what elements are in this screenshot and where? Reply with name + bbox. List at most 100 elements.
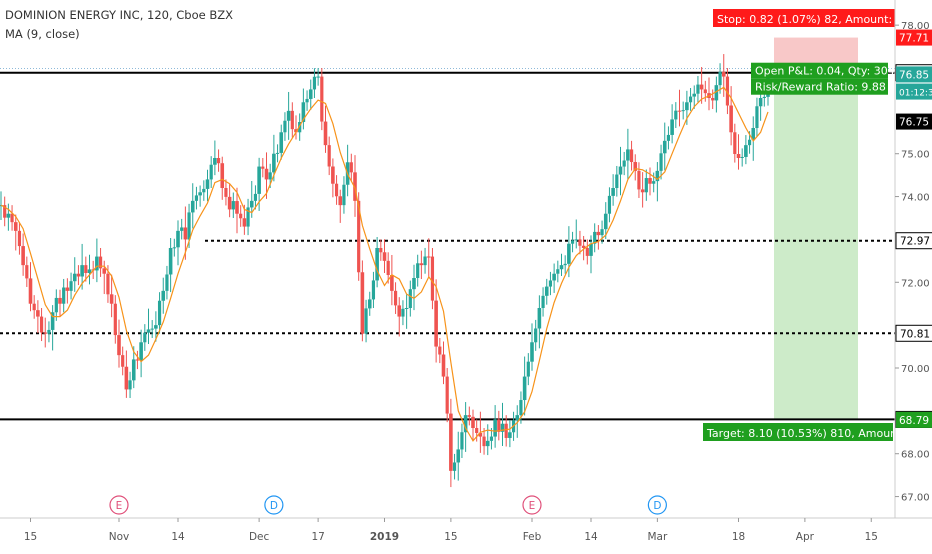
candle [301,88,306,130]
candle [633,154,638,181]
candle [581,235,586,261]
candle [146,308,151,345]
candle [475,419,479,442]
candle [729,86,733,146]
candle [541,287,545,317]
candle [489,427,494,450]
candle [239,205,243,227]
candle [47,321,51,343]
axis-label: 68.79 [896,411,932,428]
x-tick-label: 2019 [370,531,399,543]
candle [190,183,195,229]
candle [161,277,166,314]
candle [655,162,660,202]
candle [452,453,457,480]
candle [408,280,412,317]
candle [456,431,461,481]
candle [65,278,70,304]
x-tick-label: Nov [109,531,130,543]
candle [216,149,221,172]
svg-text:01:12:34: 01:12:34 [899,89,932,99]
candle [32,295,36,319]
candle [323,105,328,153]
candle [135,350,140,370]
candle [62,278,66,313]
candle [666,126,671,150]
candle [548,271,553,296]
svg-text:70.81: 70.81 [900,328,930,340]
target-zone [774,72,858,420]
candle [209,156,213,188]
candle [397,297,402,337]
candle [275,144,280,163]
candle [379,239,383,261]
x-tick-label: 15 [865,531,878,543]
x-tick-label: 15 [24,531,37,543]
candle [718,63,722,94]
candle [434,279,438,363]
candle [662,122,667,171]
candle [54,289,58,321]
svg-text:Risk/Reward Ratio: 9.88: Risk/Reward Ratio: 9.88 [755,81,886,94]
candle [25,256,29,287]
candle [205,169,210,202]
candle [213,140,217,176]
x-tick-label: Feb [523,531,542,543]
candle [327,136,331,176]
candle [711,89,715,109]
dividend-event-icon: D [264,495,284,515]
candle [626,128,630,179]
candle [17,222,22,255]
candle [733,123,737,163]
candle [202,180,206,201]
candle [367,291,372,316]
candle [154,311,158,342]
candle [76,265,81,286]
candle [751,116,756,161]
candle [593,223,597,253]
x-tick-label: 18 [732,531,745,543]
candle [426,238,431,277]
candle [622,151,626,176]
candle [338,189,343,223]
price-line-axis-label: 72.97 [895,232,932,250]
candle [445,368,449,423]
candle [72,257,77,292]
y-tick-label: 67.00 [901,493,930,504]
chart-title[interactable]: DOMINION ENERGY INC, 120, Cboe BZX [5,8,234,22]
candle [382,239,387,273]
indicator-label[interactable]: MA (9, close) [5,27,80,41]
candle [574,219,579,249]
candle [544,278,549,305]
candle [423,247,427,274]
candle [404,294,409,329]
candle [109,274,114,318]
candle [264,152,269,199]
candle [677,89,682,127]
candle [563,255,567,274]
candle [172,238,176,257]
candle [305,90,309,111]
candle [21,233,25,276]
candle [441,341,446,385]
y-tick-label: 70.00 [901,364,930,375]
candle [603,202,608,240]
y-tick-label: 68.00 [901,450,930,461]
candle [460,423,464,458]
candle [467,406,471,426]
price-line-axis-label: 70.81 [895,324,932,342]
candle [272,134,276,182]
candle [390,254,394,306]
candle [98,248,103,277]
axis-label: 76.85 [896,66,932,83]
candle [320,68,324,131]
candle [253,185,258,210]
candle [534,319,538,351]
candle [589,235,593,274]
candle [349,153,353,181]
candle [220,156,225,200]
y-tick-label: 74.00 [901,193,930,204]
candle [508,420,512,448]
